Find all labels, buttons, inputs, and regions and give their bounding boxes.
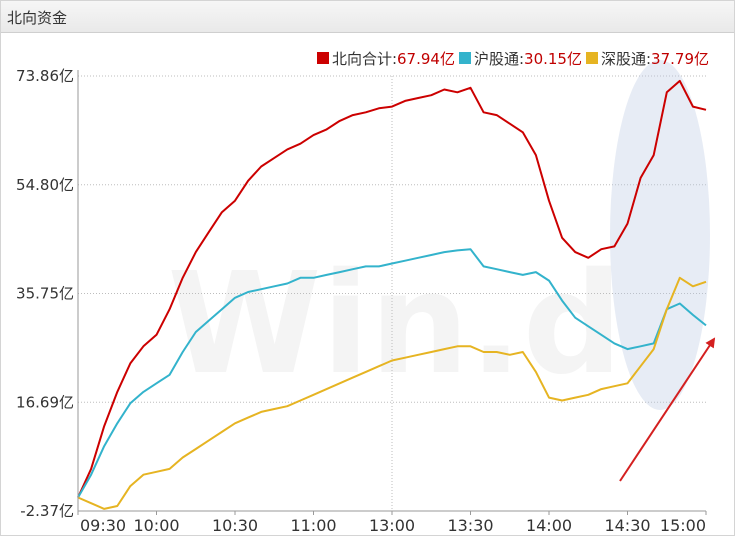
- legend-series-name: 沪股通:: [473, 49, 525, 68]
- x-tick-label: 10:30: [212, 516, 258, 535]
- legend-series-name: 北向合计:: [331, 49, 398, 68]
- x-tick-label: 15:00: [660, 516, 706, 535]
- red-arrow: [619, 337, 716, 482]
- y-tick-label: 16.69亿: [16, 393, 74, 411]
- series-line-北向合计: [77, 79, 707, 498]
- legend-swatch: [316, 52, 329, 64]
- y-tick-label: 35.75亿: [16, 285, 74, 303]
- x-tick-label: 10:00: [133, 516, 179, 535]
- legend-item: 沪股通: 30.15亿: [458, 48, 582, 69]
- y-tick-label: -2.37亿: [20, 502, 74, 520]
- x-tick-label: 11:00: [290, 516, 336, 535]
- legend-series-name: 深股通:: [600, 49, 652, 68]
- series-line-沪股通: [77, 248, 707, 498]
- panel-title: 北向资金: [7, 9, 68, 27]
- x-tick-label: 13:00: [369, 516, 415, 535]
- legend-swatch: [585, 52, 598, 64]
- watermark: Win.d: [167, 243, 622, 406]
- legend-series-value: 67.94亿: [397, 49, 455, 68]
- x-tick-label: 09:30: [80, 516, 126, 535]
- x-tick-label: 14:00: [526, 516, 572, 535]
- highlight-ellipse: [610, 60, 710, 410]
- panel-header: 北向资金: [0, 0, 735, 33]
- legend-series-value: 37.79亿: [651, 49, 709, 68]
- legend-item: 深股通: 37.79亿: [585, 48, 709, 69]
- y-tick-label: 73.86亿: [16, 67, 74, 85]
- legend-item: 北向合计: 67.94亿: [316, 48, 455, 69]
- legend-series-value: 30.15亿: [524, 49, 582, 68]
- x-tick-label: 14:30: [604, 516, 650, 535]
- x-tick-label: 13:30: [447, 516, 493, 535]
- chart-legend: 北向合计: 67.94亿 沪股通: 30.15亿 深股通: 37.79亿: [313, 48, 709, 68]
- series-line-深股通: [77, 276, 707, 510]
- legend-swatch: [458, 52, 471, 64]
- y-tick-label: 54.80亿: [16, 176, 74, 194]
